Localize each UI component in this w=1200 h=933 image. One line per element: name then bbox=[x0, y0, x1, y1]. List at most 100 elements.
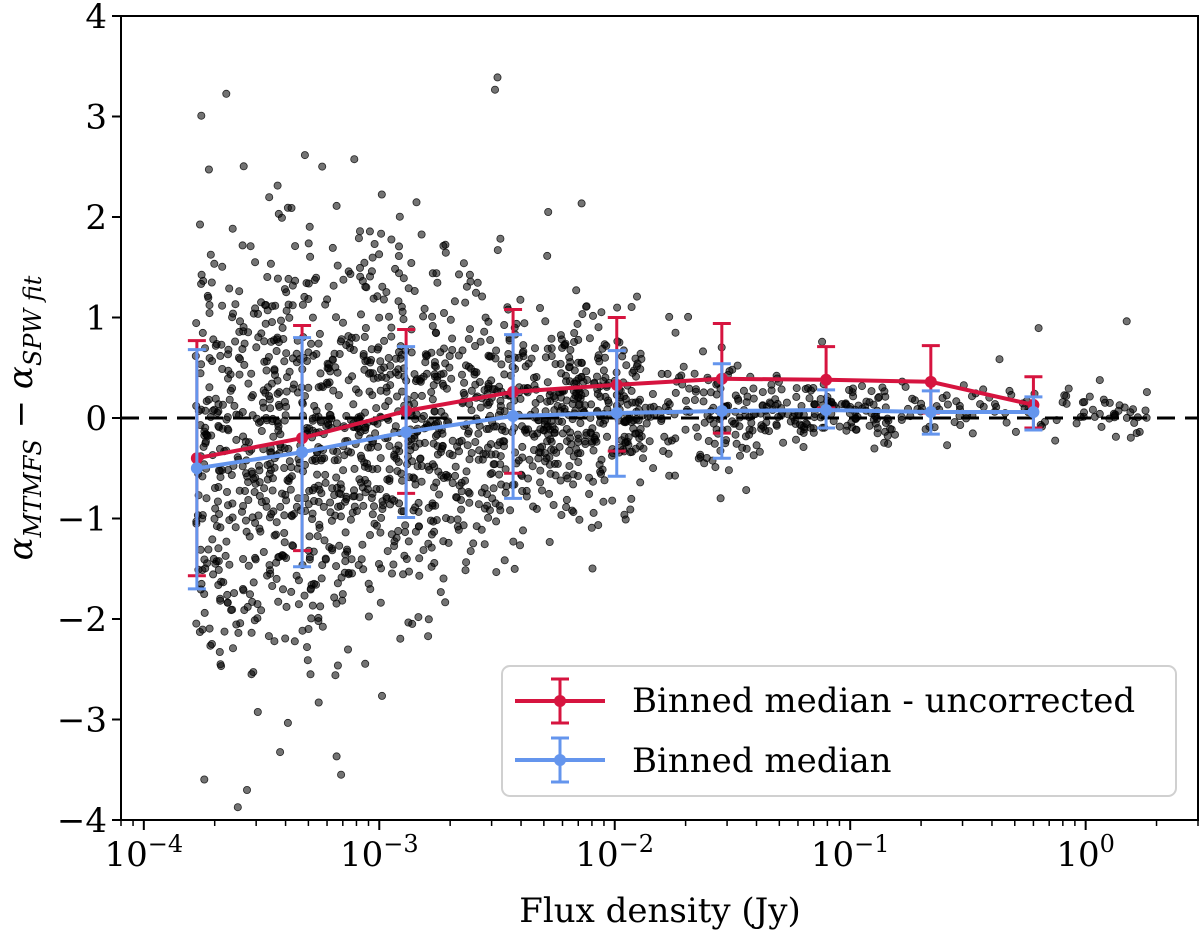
scatter-point bbox=[383, 547, 392, 556]
scatter-point bbox=[862, 397, 871, 406]
scatter-point bbox=[414, 522, 423, 531]
scatter-point bbox=[810, 400, 819, 409]
scatter-point bbox=[473, 278, 482, 287]
scatter-point bbox=[486, 440, 495, 449]
scatter-point bbox=[510, 564, 519, 573]
scatter-point bbox=[660, 432, 669, 441]
scatter-point bbox=[280, 357, 289, 366]
scatter-point bbox=[222, 487, 231, 496]
scatter-point bbox=[810, 413, 819, 422]
scatter-point bbox=[280, 529, 289, 538]
scatter-point bbox=[360, 408, 369, 417]
scatter-point bbox=[410, 399, 419, 408]
scatter-point bbox=[356, 310, 365, 319]
scatter-point bbox=[304, 239, 313, 248]
scatter-point bbox=[210, 514, 219, 523]
x-tick-label: 10−4 bbox=[104, 830, 183, 875]
scatter-point bbox=[387, 569, 396, 578]
scatter-point bbox=[528, 430, 537, 439]
scatter-point bbox=[366, 368, 375, 377]
scatter-point bbox=[335, 541, 344, 550]
scatter-point bbox=[379, 295, 388, 304]
scatter-point bbox=[255, 524, 264, 533]
scatter-point bbox=[266, 465, 275, 474]
scatter-point bbox=[792, 435, 801, 444]
scatter-point bbox=[253, 708, 262, 717]
scatter-point bbox=[339, 275, 348, 284]
x-tick-label: 100 bbox=[1056, 830, 1115, 875]
scatter-point bbox=[646, 403, 655, 412]
scatter-point bbox=[239, 555, 248, 564]
scatter-point bbox=[530, 445, 539, 454]
scatter-point bbox=[377, 190, 386, 199]
scatter-point bbox=[1072, 419, 1081, 428]
scatter-point bbox=[420, 304, 429, 313]
scatter-point bbox=[333, 261, 342, 270]
scatter-point bbox=[1142, 388, 1151, 397]
scatter-point bbox=[681, 425, 690, 434]
scatter-point bbox=[419, 372, 428, 381]
scatter-point bbox=[527, 354, 536, 363]
scatter-point bbox=[282, 349, 291, 358]
scatter-point bbox=[1062, 399, 1071, 408]
scatter-point bbox=[404, 537, 413, 546]
scatter-point bbox=[337, 770, 346, 779]
scatter-point bbox=[266, 259, 275, 268]
scatter-point bbox=[690, 395, 699, 404]
scatter-point bbox=[376, 454, 385, 463]
scatter-point bbox=[252, 343, 261, 352]
scatter-point bbox=[343, 645, 352, 654]
scatter-point bbox=[317, 574, 326, 583]
scatter-point bbox=[490, 85, 499, 94]
scatter-point bbox=[261, 300, 270, 309]
scatter-point bbox=[274, 597, 283, 606]
scatter-point bbox=[298, 626, 307, 635]
scatter-point bbox=[248, 597, 257, 606]
scatter-point bbox=[504, 354, 513, 363]
scatter-point bbox=[380, 336, 389, 345]
scatter-point bbox=[430, 559, 439, 568]
scatter-point bbox=[286, 485, 295, 494]
series-binned-median bbox=[187, 333, 1043, 591]
scatter-point bbox=[731, 430, 740, 439]
scatter-point bbox=[758, 388, 767, 397]
scatter-point bbox=[684, 312, 693, 321]
scatter-point bbox=[235, 287, 244, 296]
scatter-point bbox=[858, 382, 867, 391]
scatter-point bbox=[239, 501, 248, 510]
scatter-point bbox=[469, 539, 478, 548]
scatter-point bbox=[346, 448, 355, 457]
scatter-point bbox=[1051, 436, 1060, 445]
scatter-point bbox=[308, 601, 317, 610]
scatter-point bbox=[375, 313, 384, 322]
scatter-point bbox=[690, 369, 699, 378]
scatter-point bbox=[627, 386, 636, 395]
series-layer bbox=[187, 307, 1043, 591]
scatter-point bbox=[589, 311, 598, 320]
scatter-point bbox=[305, 222, 314, 231]
legend-entry-uncorrected bbox=[515, 677, 605, 725]
scatter-point bbox=[278, 323, 287, 332]
scatter-point bbox=[692, 423, 701, 432]
scatter-point bbox=[204, 395, 213, 404]
data-point bbox=[820, 373, 833, 386]
scatter-point bbox=[627, 447, 636, 456]
scatter-point bbox=[223, 598, 232, 607]
scatter-point bbox=[305, 532, 314, 541]
data-point bbox=[610, 406, 623, 419]
scatter-point bbox=[639, 454, 648, 463]
scatter-point bbox=[260, 484, 269, 493]
scatter-point bbox=[480, 484, 489, 493]
scatter-point bbox=[439, 473, 448, 482]
scatter-point bbox=[232, 620, 241, 629]
scatter-point bbox=[451, 471, 460, 480]
scatter-point bbox=[565, 446, 574, 455]
scatter-point bbox=[455, 437, 464, 446]
scatter-point bbox=[257, 606, 266, 615]
data-point bbox=[924, 405, 937, 418]
scatter-point bbox=[574, 393, 583, 402]
scatter-point bbox=[467, 406, 476, 415]
scatter-point bbox=[626, 505, 635, 514]
scatter-point bbox=[411, 503, 420, 512]
scatter-point bbox=[376, 598, 385, 607]
